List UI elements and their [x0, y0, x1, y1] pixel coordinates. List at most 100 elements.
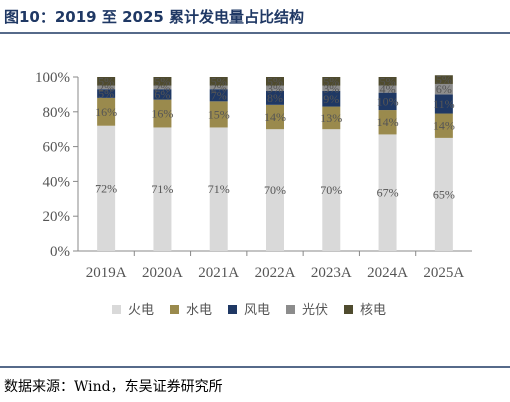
bar-segment	[322, 129, 341, 251]
bar-segment	[153, 127, 172, 251]
data-label: 13%	[320, 111, 342, 125]
legend-item-核电: 核电	[344, 303, 386, 318]
data-label: 6%	[154, 87, 170, 101]
data-label: 5%	[211, 74, 227, 88]
bar-segment	[209, 77, 228, 86]
bar-segment	[266, 90, 284, 105]
data-label: 5%	[436, 73, 452, 87]
data-label: 15%	[208, 107, 230, 121]
x-tick-label: 2019A	[86, 265, 127, 281]
data-label: 5%	[380, 74, 396, 88]
data-label: 10%	[377, 94, 399, 108]
data-label: 5%	[323, 74, 339, 88]
bar-segment	[153, 85, 172, 90]
x-tick-label: 2021A	[198, 265, 239, 281]
data-label: 8%	[267, 91, 283, 105]
data-label: 70%	[264, 183, 286, 197]
data-label: 9%	[323, 92, 339, 106]
y-tick-label: 100%	[35, 70, 70, 86]
data-label: 14%	[433, 119, 455, 133]
bar-stack-2024A: 67%14%10%4%5%	[377, 74, 399, 251]
legend-label: 火电	[128, 303, 154, 318]
legend-swatch	[286, 305, 295, 314]
bar-segment	[153, 77, 172, 86]
legend-item-火电: 火电	[112, 303, 154, 318]
legend-label: 光伏	[302, 303, 328, 318]
data-label: 71%	[208, 182, 230, 196]
bar-stack-2021A: 71%15%7%2%5%	[208, 74, 230, 251]
x-tick-label: 2022A	[255, 265, 296, 281]
bar-stack-2020A: 71%16%6%2%5%	[151, 74, 173, 251]
legend-label: 核电	[360, 303, 386, 318]
x-tick-label: 2020A	[142, 265, 183, 281]
data-label: 16%	[151, 107, 173, 121]
bar-segment	[97, 97, 116, 126]
bar-segment	[209, 85, 228, 90]
data-label: 65%	[433, 187, 455, 201]
bar-segment	[378, 134, 397, 251]
legend-label: 水电	[186, 303, 212, 318]
legend-swatch	[170, 305, 179, 314]
data-label: 7%	[211, 88, 227, 102]
legend: 火电 水电 风电 光伏 核电	[112, 303, 386, 318]
bar-segment	[378, 77, 397, 86]
legend-swatch	[344, 305, 353, 314]
bar-segment	[378, 85, 397, 93]
bar-segment	[266, 129, 284, 251]
bar-segment	[209, 127, 228, 251]
bar-segment	[266, 85, 284, 91]
data-label: 5%	[98, 87, 114, 101]
legend-item-风电: 风电	[228, 303, 270, 318]
y-tick-label: 40%	[43, 174, 71, 190]
legend-swatch	[228, 305, 237, 314]
plot-area: 0%20%40%60%80%100%72%16%5%2%5%2019A71%16…	[35, 70, 472, 281]
bar-segment	[153, 99, 172, 128]
bar-stack-2019A: 72%16%5%2%5%	[95, 74, 117, 251]
y-tick-label: 20%	[43, 209, 71, 225]
data-label: 11%	[433, 97, 455, 111]
bar-segment	[434, 137, 453, 251]
legend-item-水电: 水电	[170, 303, 212, 318]
legend-item-光伏: 光伏	[286, 303, 328, 318]
bar-segment	[97, 77, 116, 86]
data-label: 14%	[377, 115, 399, 129]
bar-segment	[97, 85, 116, 90]
data-label: 6%	[436, 82, 452, 96]
bar-segment	[378, 92, 397, 111]
bar-segment	[322, 85, 341, 91]
y-tick-label: 0%	[50, 244, 70, 260]
data-label: 70%	[320, 183, 342, 197]
bar-stack-2025A: 65% 14% 11%6%5%	[433, 73, 455, 251]
x-tick-label: 2024A	[367, 265, 408, 281]
y-tick-label: 60%	[43, 140, 71, 156]
bar-segment	[153, 89, 172, 100]
x-tick-label: 2025A	[423, 265, 464, 281]
data-label: 72%	[95, 181, 117, 195]
bar-segment	[266, 104, 284, 130]
bar-segment	[434, 94, 453, 114]
source-note: 数据来源：Wind，东吴证券研究所	[4, 379, 223, 395]
chart-title: 图10：2019 至 2025 累计发电量占比结构	[4, 8, 304, 26]
bar-segment	[266, 77, 284, 86]
data-label: 5%	[154, 74, 170, 88]
bar-segment	[322, 90, 341, 107]
bar-stack-2022A: 70%14%8%3%5%	[264, 74, 286, 251]
bar-segment	[434, 113, 453, 138]
bar-segment	[97, 89, 116, 98]
legend-label: 风电	[244, 303, 270, 318]
bar-stack-2023A: 70%13%9%3%5%	[320, 74, 342, 251]
bar-segment	[97, 125, 116, 251]
data-label: 5%	[267, 74, 283, 88]
y-tick-label: 80%	[43, 105, 71, 121]
data-label: 16%	[95, 105, 117, 119]
legend-swatch	[112, 305, 121, 314]
bar-segment	[434, 75, 453, 84]
bar-segment	[322, 77, 341, 86]
bar-segment	[209, 89, 228, 102]
bar-segment	[434, 83, 453, 95]
data-label: 67%	[377, 186, 399, 200]
bar-segment	[378, 110, 397, 135]
bar-segment	[322, 106, 341, 130]
data-label: 71%	[151, 182, 173, 196]
